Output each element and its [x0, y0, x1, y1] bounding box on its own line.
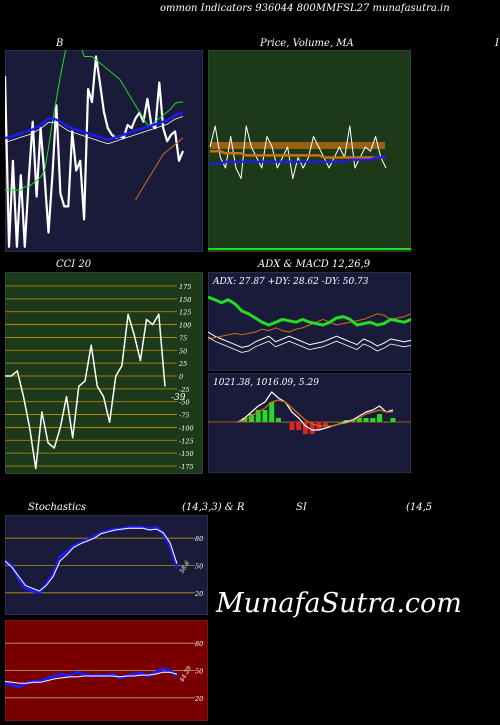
adx-plus_di-line	[208, 331, 411, 348]
bb-series-group	[5, 50, 185, 248]
cci-grid-group: 175 150 125 100 75 50 25 0 -25 -50 -75 -100 -125 -150…	[5, 283, 194, 471]
macd-hist-bar	[370, 418, 376, 422]
macd-hist-bar	[282, 422, 288, 423]
macd-series-group	[235, 391, 396, 434]
macd-hist-bar	[356, 418, 362, 422]
cci-tick-label: 175	[179, 283, 191, 291]
rsi-title: SI	[296, 502, 307, 513]
macd-hist-bar	[323, 422, 329, 426]
stoch-tick-label: 80	[195, 535, 203, 543]
cci-panel: 175 150 125 100 75 50 25 0 -25 -50 -75 -100 -125 -150…	[5, 272, 203, 474]
cci-tick-label: -100	[179, 424, 194, 432]
stoch-tick-label: 20	[194, 590, 203, 598]
macd-hist-bar	[363, 418, 369, 422]
stoch-title: Stochastics	[28, 502, 86, 513]
macd-hist-bar	[275, 418, 281, 422]
bb-middle-line	[5, 111, 184, 142]
price-ma-band	[210, 142, 385, 149]
rsi-tick-label: 80	[195, 640, 203, 648]
cci-cci-line	[5, 313, 166, 470]
bb-upper-line	[5, 50, 183, 191]
cci-tick-label: -150	[179, 450, 194, 458]
cci-last-value: -39	[171, 393, 186, 403]
cci-tick-label: -25	[179, 386, 189, 394]
rsi-tick-label: 50	[195, 668, 203, 676]
macd-hist-bar	[329, 422, 335, 423]
adx-panel: ADX: 27.87 +DY: 28.62 -DY: 50.73	[208, 272, 411, 371]
stoch-tick-label: 50	[195, 563, 203, 571]
header-title: ommon Indicators 936044 800MMFSL27 munaf…	[160, 3, 450, 14]
cci-bg	[5, 272, 203, 474]
bb-panel	[5, 50, 203, 252]
macd-hist-bar	[255, 410, 261, 422]
macd-label: 1021.38, 1016.09, 5.29	[213, 378, 319, 388]
bb-close-line	[5, 55, 185, 248]
stoch-d-line	[5, 527, 178, 592]
macd-hist-bar	[309, 422, 315, 434]
cci-tick-label: 25	[178, 360, 187, 368]
cci-tick-label: -75	[179, 412, 189, 420]
macd-macd-line	[237, 391, 394, 431]
cci-title: CCI 20	[56, 259, 92, 270]
macd-hist-bar	[262, 410, 268, 422]
adx-macd-title: ADX & MACD 12,26,9	[258, 259, 371, 270]
macd-hist-bar	[269, 402, 275, 422]
adx-label: ADX: 27.87 +DY: 28.62 -DY: 50.73	[212, 277, 369, 287]
macd-hist-bar	[248, 414, 254, 422]
price-ma_blue-line	[210, 156, 386, 165]
price-ma-title: Price, Volume, MA	[260, 38, 354, 49]
adx-adx-line	[208, 295, 411, 327]
cci-tick-label: 75	[179, 334, 187, 342]
bb-bg	[5, 50, 203, 252]
macd-hist-bar	[377, 414, 383, 422]
price-panel	[208, 50, 411, 252]
cci-tick-label: -175	[179, 463, 194, 471]
macd-hist-bar	[336, 422, 342, 423]
rsi-tick-label: 20	[194, 695, 203, 703]
macd-hist-bar	[383, 422, 389, 423]
macd-hist-bar	[390, 418, 396, 422]
bb-middle-shadow-line	[5, 116, 184, 145]
watermark: MunafaSutra.com	[216, 588, 462, 619]
cci-series-group: -39	[5, 313, 186, 470]
price-series-group	[209, 125, 387, 179]
stoch-params: (14,3,3) & R	[182, 502, 245, 513]
price-price-line	[209, 125, 387, 179]
adx-minus_di-line	[208, 313, 411, 340]
cci-tick-label: 50	[179, 347, 187, 355]
cci-tick-label: 0	[179, 373, 183, 381]
rsi-grid-group: 80 50 20	[5, 640, 203, 703]
macd-signal-line	[237, 399, 393, 427]
bb-lower-line	[135, 137, 184, 201]
price-ma_orange-line	[210, 149, 386, 159]
macd-hist-bar	[296, 422, 302, 430]
macd-hist-bar	[343, 420, 349, 422]
bb-title: B	[56, 38, 64, 49]
rsi-rsi_smooth-line	[5, 671, 178, 684]
cci-tick-label: 150	[179, 296, 191, 304]
stoch-k-line	[5, 525, 179, 595]
cci-tick-label: -50	[179, 399, 189, 407]
cci-tick-label: 125	[179, 309, 191, 317]
adx-plus-di-shadow-line	[208, 336, 411, 353]
macd-hist-bar	[235, 422, 241, 423]
cci-tick-label: -125	[179, 437, 194, 445]
macd-hist-bar	[289, 422, 295, 430]
macd-panel: 1021.38, 1016.09, 5.29	[208, 373, 411, 473]
cci-tick-label: 100	[179, 322, 191, 330]
macd-hist-bar	[302, 422, 308, 434]
adx-series-group	[208, 295, 411, 353]
right-edge-title: I	[495, 38, 499, 49]
rsi-params: (14,5	[406, 502, 433, 513]
